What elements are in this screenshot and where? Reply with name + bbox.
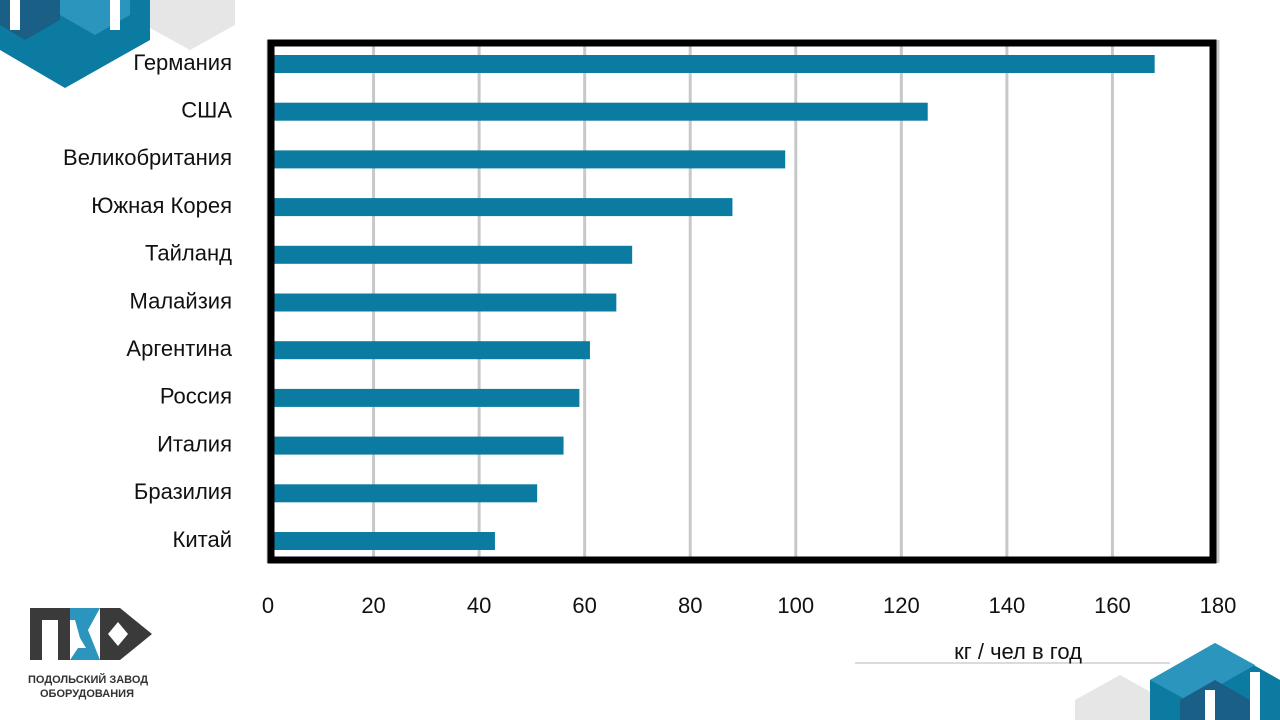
bar (268, 150, 786, 169)
y-tick-label: Аргентина (126, 336, 232, 361)
x-tick-label: 180 (1200, 593, 1237, 618)
bar (268, 293, 617, 312)
bar (268, 484, 538, 503)
x-tick-label: 80 (678, 593, 702, 618)
y-tick-label: Бразилия (134, 479, 232, 504)
plot-border (267, 39, 1217, 564)
bar (268, 436, 564, 455)
corner-decoration (0, 0, 235, 88)
x-tick-label: 120 (883, 593, 920, 618)
x-tick-label: 60 (572, 593, 596, 618)
corner-decoration (1075, 643, 1280, 720)
bar (268, 532, 495, 550)
bar (268, 388, 580, 407)
bar (268, 341, 590, 360)
y-tick-label: Тайланд (145, 241, 232, 266)
x-tick-label: 0 (262, 593, 274, 618)
x-tick-label: 20 (361, 593, 385, 618)
y-tick-label: Германия (133, 50, 232, 75)
y-tick-label: Россия (160, 384, 232, 409)
y-tick-label: Малайзия (130, 288, 232, 313)
bar (268, 102, 928, 121)
logo-text: ПОДОЛЬСКИЙ ЗАВОД (28, 673, 148, 686)
x-tick-label: 100 (777, 593, 814, 618)
logo: ПОДОЛЬСКИЙ ЗАВОД ОБОРУДОВАНИЯ (28, 608, 152, 700)
bar (268, 245, 633, 264)
x-tick-label: 160 (1094, 593, 1131, 618)
bar (268, 198, 733, 217)
y-tick-label: Южная Корея (91, 193, 232, 218)
x-tick-label: 140 (989, 593, 1026, 618)
y-tick-label: Великобритания (63, 145, 232, 170)
y-tick-label: Италия (157, 431, 232, 456)
logo-text: ОБОРУДОВАНИЯ (40, 688, 134, 700)
x-axis-label: кг / чел в год (954, 639, 1082, 664)
y-tick-label: Китай (173, 527, 232, 552)
x-tick-label: 40 (467, 593, 491, 618)
y-tick-label: США (181, 98, 232, 123)
bar (268, 55, 1155, 73)
